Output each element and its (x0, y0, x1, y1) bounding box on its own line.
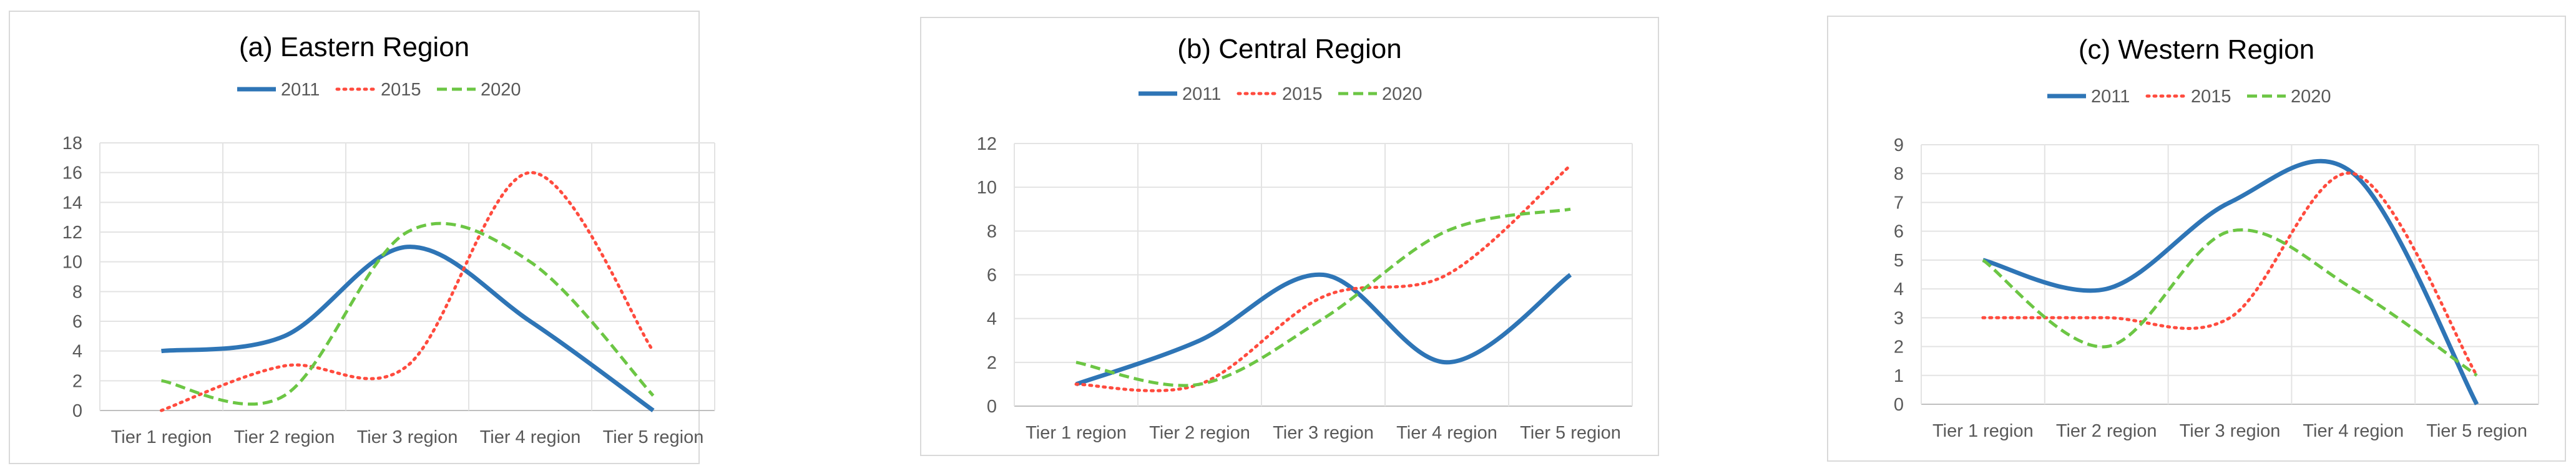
x-tick-label: Tier 2 region (2056, 421, 2157, 441)
legend-item-2015: 2015 (1237, 84, 1323, 104)
chart-frame (920, 17, 1659, 456)
y-tick-label: 5 (1894, 251, 1904, 271)
chart-panel-2: (b) Central Region 2011 2015 2020 0 2 4 6 8 10 12 T… (920, 17, 1659, 456)
y-tick-label: 7 (1894, 193, 1904, 213)
y-tick-label: 9 (1894, 135, 1904, 155)
legend-item-2011: 2011 (237, 80, 320, 100)
series-line-2015 (160, 171, 655, 412)
y-tick-label: 6 (72, 312, 82, 332)
legend-label-2015: 2015 (381, 80, 421, 100)
x-tick-label: Tier 4 region (1396, 423, 1497, 443)
series-line-2011 (1075, 272, 1572, 387)
legend-item-2020: 2020 (437, 80, 521, 100)
legend-item-2011: 2011 (2047, 87, 2130, 107)
series-line-2020 (161, 221, 655, 406)
chart-title: (b) Central Region (1177, 34, 1402, 64)
legend-item-2015: 2015 (335, 80, 421, 100)
x-tick-label: Tier 1 region (1932, 421, 2034, 441)
series-line-2015 (1074, 163, 1572, 392)
x-tick-label: Tier 5 region (2426, 421, 2527, 441)
x-tick-label: Tier 3 region (1273, 423, 1374, 443)
legend-item-2015: 2015 (2145, 87, 2231, 107)
legend-item-2020: 2020 (1338, 84, 1423, 104)
y-tick-label: 4 (72, 342, 82, 362)
x-tick-label: Tier 2 region (1149, 423, 1250, 443)
legend-item-2011: 2011 (1139, 84, 1221, 104)
chart-title: (a) Eastern Region (239, 32, 469, 62)
x-tick-label: Tier 4 region (2303, 421, 2404, 441)
x-tick-label: Tier 3 region (357, 427, 458, 447)
y-tick-label: 0 (1894, 395, 1904, 415)
y-tick-label: 16 (62, 163, 82, 183)
series-line-2020 (1982, 228, 2478, 377)
y-tick-label: 1 (1894, 366, 1904, 386)
x-tick-label: Tier 5 region (603, 427, 704, 447)
legend-label-2011: 2011 (1182, 84, 1221, 104)
y-tick-label: 6 (987, 266, 997, 286)
y-tick-label: 12 (977, 134, 997, 154)
chart-panel-1: (a) Eastern Region 2011 2015 2020 0 2 4 6 8 10 12 1… (9, 11, 715, 464)
chart-title: (c) Western Region (2079, 34, 2314, 65)
chart-legend: 2011 2015 2020 (237, 80, 521, 100)
x-tick-label: Tier 4 region (480, 427, 581, 447)
y-tick-label: 8 (987, 221, 997, 241)
chart-frame (1827, 16, 2566, 462)
y-tick-label: 8 (1894, 164, 1904, 184)
chart-panel-3: (c) Western Region 2011 2015 2020 0 1 2 3 4 5 6 7 8 9… (1827, 16, 2566, 462)
y-tick-label: 10 (977, 178, 997, 198)
series-line-2011 (1982, 158, 2479, 406)
y-tick-label: 12 (62, 223, 82, 243)
legend-label-2015: 2015 (2191, 87, 2231, 107)
series-line-2015 (1981, 172, 2479, 377)
x-tick-label: Tier 3 region (2180, 421, 2281, 441)
x-tick-label: Tier 2 region (234, 427, 335, 447)
legend-item-2020: 2020 (2247, 87, 2331, 107)
y-tick-label: 6 (1894, 222, 1904, 242)
y-tick-label: 18 (62, 134, 82, 153)
x-tick-label: Tier 5 region (1520, 423, 1621, 443)
y-tick-label: 4 (987, 309, 997, 329)
legend-label-2020: 2020 (2291, 87, 2331, 107)
y-tick-label: 0 (987, 397, 997, 417)
y-tick-label: 8 (72, 282, 82, 302)
legend-label-2011: 2011 (2091, 87, 2130, 107)
chart-frame (9, 11, 700, 464)
legend-label-2011: 2011 (281, 80, 320, 100)
y-tick-label: 2 (987, 353, 997, 373)
legend-label-2020: 2020 (1382, 84, 1423, 104)
y-tick-label: 2 (1894, 338, 1904, 357)
y-tick-label: 10 (62, 253, 82, 273)
series-line-2011 (161, 245, 655, 412)
y-tick-label: 4 (1894, 279, 1904, 299)
x-tick-label: Tier 1 region (1026, 423, 1127, 443)
legend-label-2015: 2015 (1282, 84, 1323, 104)
x-tick-label: Tier 1 region (111, 427, 212, 447)
legend-label-2020: 2020 (481, 80, 521, 100)
y-tick-label: 0 (72, 401, 82, 421)
chart-legend: 2011 2015 2020 (2047, 87, 2331, 107)
y-tick-label: 2 (72, 371, 82, 391)
chart-legend: 2011 2015 2020 (1139, 84, 1423, 104)
y-tick-label: 3 (1894, 308, 1904, 328)
y-tick-label: 14 (62, 193, 82, 213)
